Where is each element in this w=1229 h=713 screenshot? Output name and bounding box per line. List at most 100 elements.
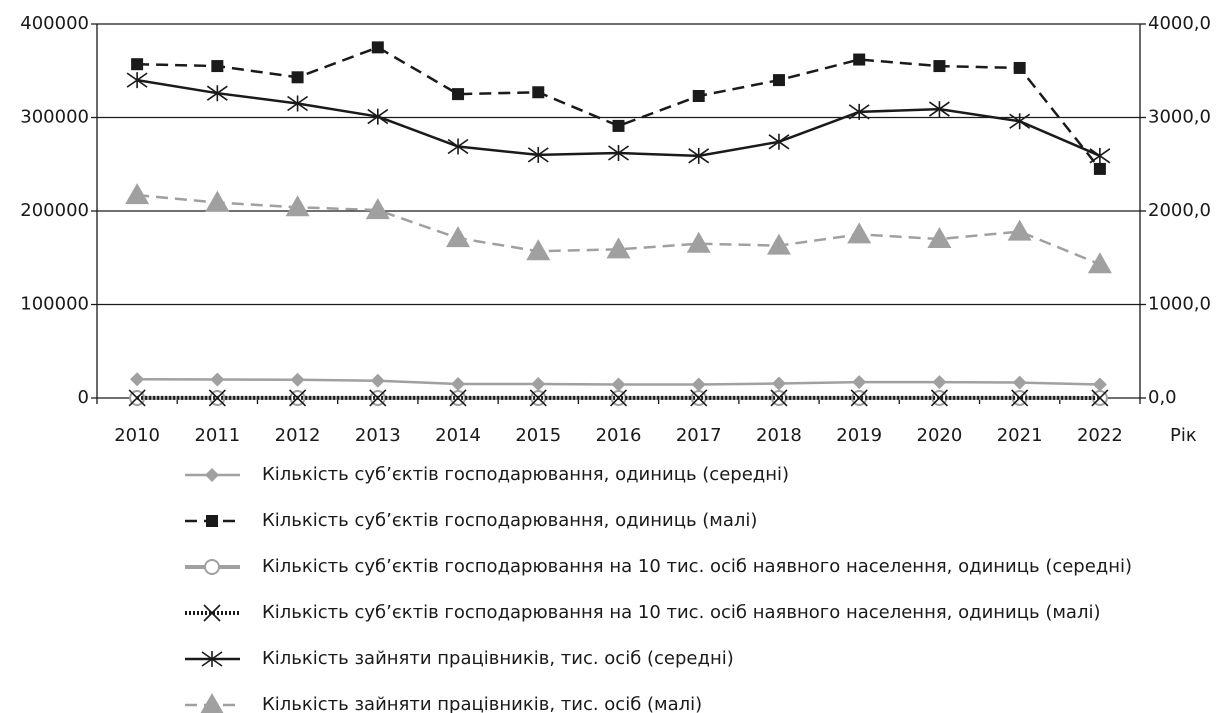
marker <box>933 60 946 73</box>
marker <box>210 372 225 387</box>
marker <box>369 389 387 407</box>
marker <box>611 377 626 392</box>
marker <box>1089 147 1111 164</box>
marker <box>1092 377 1107 392</box>
marker <box>692 89 705 102</box>
marker <box>371 41 384 54</box>
marker <box>527 146 549 163</box>
marker <box>612 119 625 132</box>
y2-tick-label: 4000,0 <box>1148 13 1211 34</box>
marker <box>852 375 867 390</box>
marker <box>367 108 389 125</box>
legend-marker <box>204 559 220 575</box>
marker <box>131 58 144 71</box>
marker <box>771 376 786 391</box>
marker <box>932 375 947 390</box>
marker <box>532 86 545 99</box>
marker <box>529 389 547 407</box>
marker <box>447 138 469 155</box>
marker <box>451 376 466 391</box>
x-tick-label: 2012 <box>275 425 321 446</box>
marker <box>770 389 788 407</box>
x-tick-label: 2018 <box>756 425 802 446</box>
y2-tick-label: 1000,0 <box>1148 294 1211 315</box>
legend-label: Кількість суб’єктів господарювання на 10… <box>262 602 1100 623</box>
marker <box>446 226 471 248</box>
marker <box>130 372 145 387</box>
legend-marker <box>203 604 221 622</box>
marker <box>848 103 870 120</box>
legend-marker <box>206 515 218 527</box>
marker <box>125 183 150 205</box>
marker <box>1011 389 1029 407</box>
x-tick-label: 2014 <box>435 425 481 446</box>
marker <box>290 372 305 387</box>
marker <box>452 88 465 101</box>
y2-tick-label: 3000,0 <box>1148 107 1211 128</box>
legend-label: Кількість суб’єктів господарювання на 10… <box>262 556 1132 577</box>
legend-label: Кількість суб’єктів господарювання, один… <box>262 510 757 531</box>
marker <box>606 237 631 259</box>
marker <box>1087 252 1112 274</box>
marker <box>686 231 711 253</box>
x-tick-label: 2019 <box>836 425 882 446</box>
marker <box>608 145 629 162</box>
marker <box>772 74 785 87</box>
marker <box>526 239 551 261</box>
marker <box>531 376 546 391</box>
marker <box>853 53 866 66</box>
y-tick-label: 200000 <box>20 200 89 221</box>
x-tick-label: 2011 <box>194 425 240 446</box>
marker <box>688 147 710 164</box>
marker <box>930 389 948 407</box>
marker <box>847 222 872 244</box>
marker <box>766 233 791 255</box>
marker <box>768 133 790 150</box>
marker <box>927 227 952 249</box>
marker <box>1009 113 1031 130</box>
marker <box>208 389 226 407</box>
legend-label: Кількість зайняти працівників, тис. осіб… <box>262 694 702 713</box>
marker <box>850 389 868 407</box>
x-tick-label: 2010 <box>114 425 160 446</box>
marker <box>370 373 385 388</box>
marker <box>1093 162 1106 175</box>
legend-label: Кількість суб’єктів господарювання, один… <box>262 464 789 485</box>
marker <box>1013 61 1026 74</box>
marker <box>291 71 304 84</box>
marker <box>289 389 307 407</box>
x-tick-label: 2020 <box>917 425 963 446</box>
y-tick-label: 0 <box>78 387 89 408</box>
marker <box>211 60 224 73</box>
marker <box>126 72 148 89</box>
legend-label: Кількість зайняти працівників, тис. осіб… <box>262 648 734 669</box>
marker <box>287 95 309 112</box>
marker <box>285 195 310 217</box>
y-tick-label: 300000 <box>20 107 89 128</box>
marker <box>928 101 950 118</box>
legend-marker <box>201 651 223 667</box>
x-tick-label: 2015 <box>515 425 561 446</box>
y-tick-label: 400000 <box>20 13 89 34</box>
x-tick-label: 2013 <box>355 425 401 446</box>
marker <box>365 198 390 220</box>
y-tick-label: 100000 <box>20 294 89 315</box>
marker <box>449 389 467 407</box>
x-axis-label: Рік <box>1170 425 1197 446</box>
marker <box>609 389 628 407</box>
marker <box>1091 389 1109 407</box>
x-tick-label: 2016 <box>596 425 642 446</box>
legend-marker <box>200 693 224 713</box>
marker <box>690 389 708 407</box>
y2-tick-label: 2000,0 <box>1148 200 1211 221</box>
marker <box>205 190 230 212</box>
marker <box>1012 375 1027 390</box>
marker <box>128 389 146 407</box>
legend-marker <box>205 468 219 482</box>
x-tick-label: 2022 <box>1077 425 1123 446</box>
x-tick-label: 2017 <box>676 425 722 446</box>
marker <box>206 85 228 102</box>
marker <box>691 377 706 392</box>
marker <box>1007 219 1032 241</box>
